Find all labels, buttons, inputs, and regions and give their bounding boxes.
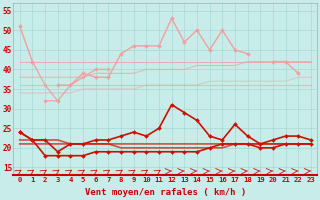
X-axis label: Vent moyen/en rafales ( km/h ): Vent moyen/en rafales ( km/h ): [85, 188, 246, 197]
